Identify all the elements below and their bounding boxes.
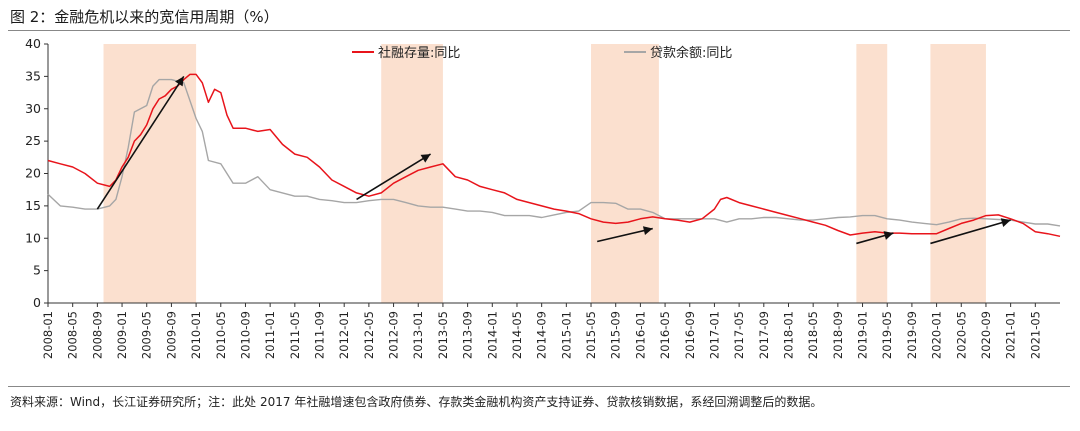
line-chart: 0 5 10 15 20 25 30 35 40 2008-01 2008-05 2008-09 200… xyxy=(25,36,1061,359)
x-tick-label: 2011-05 xyxy=(288,311,302,359)
x-tick-label: 2020-05 xyxy=(954,311,968,359)
trend-arrow-head xyxy=(642,226,653,235)
x-tick-label: 2017-01 xyxy=(707,311,721,359)
trend-arrow xyxy=(930,219,1011,245)
x-tick-label: 2017-09 xyxy=(757,311,771,359)
x-tick-label: 2011-01 xyxy=(263,311,277,359)
x-tick-label: 2014-01 xyxy=(485,311,499,359)
series-line xyxy=(47,78,1061,227)
x-tick-label: 2021-05 xyxy=(1028,311,1042,359)
x-tick-label: 2012-09 xyxy=(387,311,401,359)
x-tick-label: 2010-05 xyxy=(214,311,228,359)
x-tick-label: 2018-05 xyxy=(806,311,820,359)
x-tick-label: 2012-01 xyxy=(337,311,351,359)
series-lines xyxy=(47,73,1061,238)
trend-arrow-head xyxy=(1000,218,1011,227)
x-tick-label: 2016-09 xyxy=(683,311,697,359)
y-tick-label: 10 xyxy=(25,230,41,245)
shaded-periods xyxy=(103,44,986,303)
legend: 社融存量:同比 贷款余额:同比 xyxy=(352,45,732,61)
trend-arrow-head xyxy=(175,76,184,87)
x-tick-label: 2010-09 xyxy=(238,311,252,359)
trend-arrow-head xyxy=(883,231,894,240)
shaded-period xyxy=(591,44,659,303)
shaded-period xyxy=(856,44,888,303)
x-tick-label: 2014-09 xyxy=(535,311,549,359)
x-tick-label: 2009-05 xyxy=(140,311,154,359)
x-tick-label: 2013-05 xyxy=(436,311,450,359)
trend-arrow xyxy=(597,227,653,243)
y-tick-label: 35 xyxy=(25,68,41,83)
axes: 0 5 10 15 20 25 30 35 40 2008-01 2008-05 2008-09 200… xyxy=(25,36,1060,359)
legend-label: 社融存量:同比 xyxy=(378,45,460,61)
x-tick-label: 2014-05 xyxy=(510,311,524,359)
trend-arrows xyxy=(96,75,1011,245)
y-tick-label: 5 xyxy=(33,263,41,278)
source-note: 资料来源：Wind，长江证券研究所；注：此处 2017 年社融增速包含政府债券、… xyxy=(10,395,823,409)
x-tick-label: 2021-01 xyxy=(1004,311,1018,359)
x-tick-label: 2008-01 xyxy=(41,311,55,359)
footer-rule xyxy=(8,386,1070,387)
x-tick-label: 2015-01 xyxy=(559,311,573,359)
title-rule xyxy=(8,30,1070,31)
trend-arrow xyxy=(356,153,432,201)
x-tick-label: 2013-09 xyxy=(461,311,475,359)
chart-title: 图 2：金融危机以来的宽信用周期（%） xyxy=(10,8,279,26)
x-tick-label: 2020-09 xyxy=(979,311,993,359)
x-tick-label: 2013-01 xyxy=(411,311,425,359)
x-tick-label: 2009-09 xyxy=(164,311,178,359)
x-tick-label: 2018-09 xyxy=(831,311,845,359)
y-tick-label: 25 xyxy=(25,133,41,148)
series-line xyxy=(47,73,1061,238)
y-tick-label: 20 xyxy=(25,166,41,181)
x-tick-label: 2016-01 xyxy=(633,311,647,359)
y-tick-label: 0 xyxy=(33,295,41,310)
x-tick-label: 2018-01 xyxy=(781,311,795,359)
x-tick-label: 2011-09 xyxy=(313,311,327,359)
x-tick-label: 2016-05 xyxy=(658,311,672,359)
x-tick-label: 2008-05 xyxy=(66,311,80,359)
x-tick-label: 2008-09 xyxy=(90,311,104,359)
x-tick-label: 2017-05 xyxy=(732,311,746,359)
trend-arrow xyxy=(96,75,185,210)
trend-arrow-head xyxy=(420,154,431,163)
x-tick-label: 2015-05 xyxy=(584,311,598,359)
legend-label: 贷款余额:同比 xyxy=(650,45,732,61)
x-tick-label: 2020-01 xyxy=(930,311,944,359)
x-tick-label: 2015-09 xyxy=(609,311,623,359)
x-tick-label: 2012-05 xyxy=(362,311,376,359)
x-tick-label: 2019-09 xyxy=(905,311,919,359)
x-tick-label: 2019-01 xyxy=(856,311,870,359)
x-tick-label: 2009-01 xyxy=(115,311,129,359)
shaded-period xyxy=(930,44,986,303)
x-tick-label: 2019-05 xyxy=(880,311,894,359)
y-tick-label: 15 xyxy=(25,198,41,213)
x-tick-label: 2010-01 xyxy=(189,311,203,359)
y-tick-label: 30 xyxy=(25,101,41,116)
y-tick-label: 40 xyxy=(25,36,41,51)
